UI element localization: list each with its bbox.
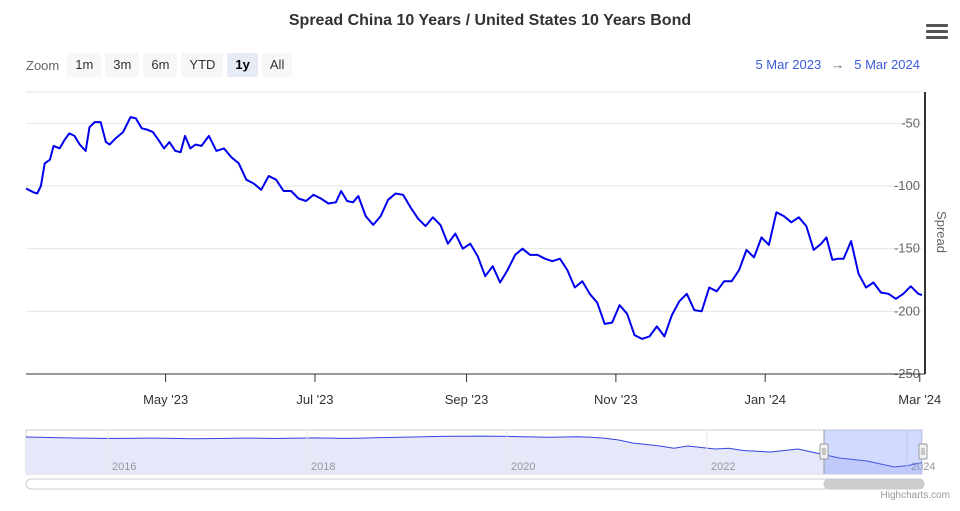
range-arrow: →: [831, 57, 845, 72]
navigator-line: [25, 435, 923, 468]
y-tick-label: -200: [894, 303, 920, 318]
grid-lines: [26, 91, 922, 375]
navigator[interactable]: 2016 2018 2020 2022 2024: [25, 429, 935, 475]
zoom-1m-button[interactable]: 1m: [67, 53, 102, 77]
scrollbar-track[interactable]: [25, 478, 925, 490]
credits-link[interactable]: Highcharts.com: [880, 490, 950, 501]
y-tick-label: -150: [894, 241, 920, 256]
y-axis-label: Spread: [934, 211, 949, 253]
navigator-handle-right[interactable]: [918, 443, 928, 460]
navigator-year-label: 2018: [311, 461, 335, 473]
zoom-3m-button[interactable]: 3m: [105, 53, 140, 77]
navigator-area: [26, 436, 922, 474]
scrollbar-thumb[interactable]: [823, 478, 925, 490]
x-tick-label: Jan '24: [744, 392, 786, 407]
zoom-6m-button[interactable]: 6m: [143, 53, 178, 77]
y-tick-label: -50: [901, 115, 920, 130]
chart-title: Spread China 10 Years / United States 10…: [288, 12, 692, 29]
navigator-handle-left[interactable]: [819, 443, 829, 460]
navigator-year-label: 2024: [911, 461, 935, 473]
zoom-all-button[interactable]: All: [261, 53, 293, 77]
hamburger-menu-icon[interactable]: [926, 24, 948, 42]
x-tick-label: Nov '23: [594, 392, 638, 407]
plot-area: [25, 116, 923, 340]
zoom-label: Zoom: [26, 57, 60, 73]
zoom-bar: Zoom 1m 3m 6m YTD 1y All: [26, 53, 293, 77]
navigator-year-label: 2022: [711, 461, 735, 473]
navigator-selection[interactable]: [824, 430, 922, 474]
zoom-1y-button[interactable]: 1y: [227, 53, 258, 77]
x-tick-label: Jul '23: [296, 392, 333, 407]
x-tick-label: Sep '23: [445, 392, 489, 407]
navigator-year-label: 2020: [511, 461, 535, 473]
x-tick-label: Mar '24: [898, 392, 941, 407]
x-tick-label: May '23: [143, 392, 188, 407]
x-axis: May '23 Jul '23 Sep '23 Nov '23 Jan '24 Mar '…: [26, 373, 941, 407]
y-tick-label: -100: [894, 178, 920, 193]
scrollbar[interactable]: [25, 478, 925, 490]
date-range: 5 Mar 2023 → 5 Mar 2024: [755, 57, 920, 72]
range-to-input[interactable]: 5 Mar 2024: [854, 57, 920, 72]
y-axis: -50-100-150-200-250: [894, 92, 926, 381]
zoom-ytd-button[interactable]: YTD: [181, 53, 224, 77]
navigator-year-label: 2016: [112, 461, 136, 473]
range-from-input[interactable]: 5 Mar 2023: [755, 57, 822, 72]
series-line-spread: [25, 116, 923, 340]
